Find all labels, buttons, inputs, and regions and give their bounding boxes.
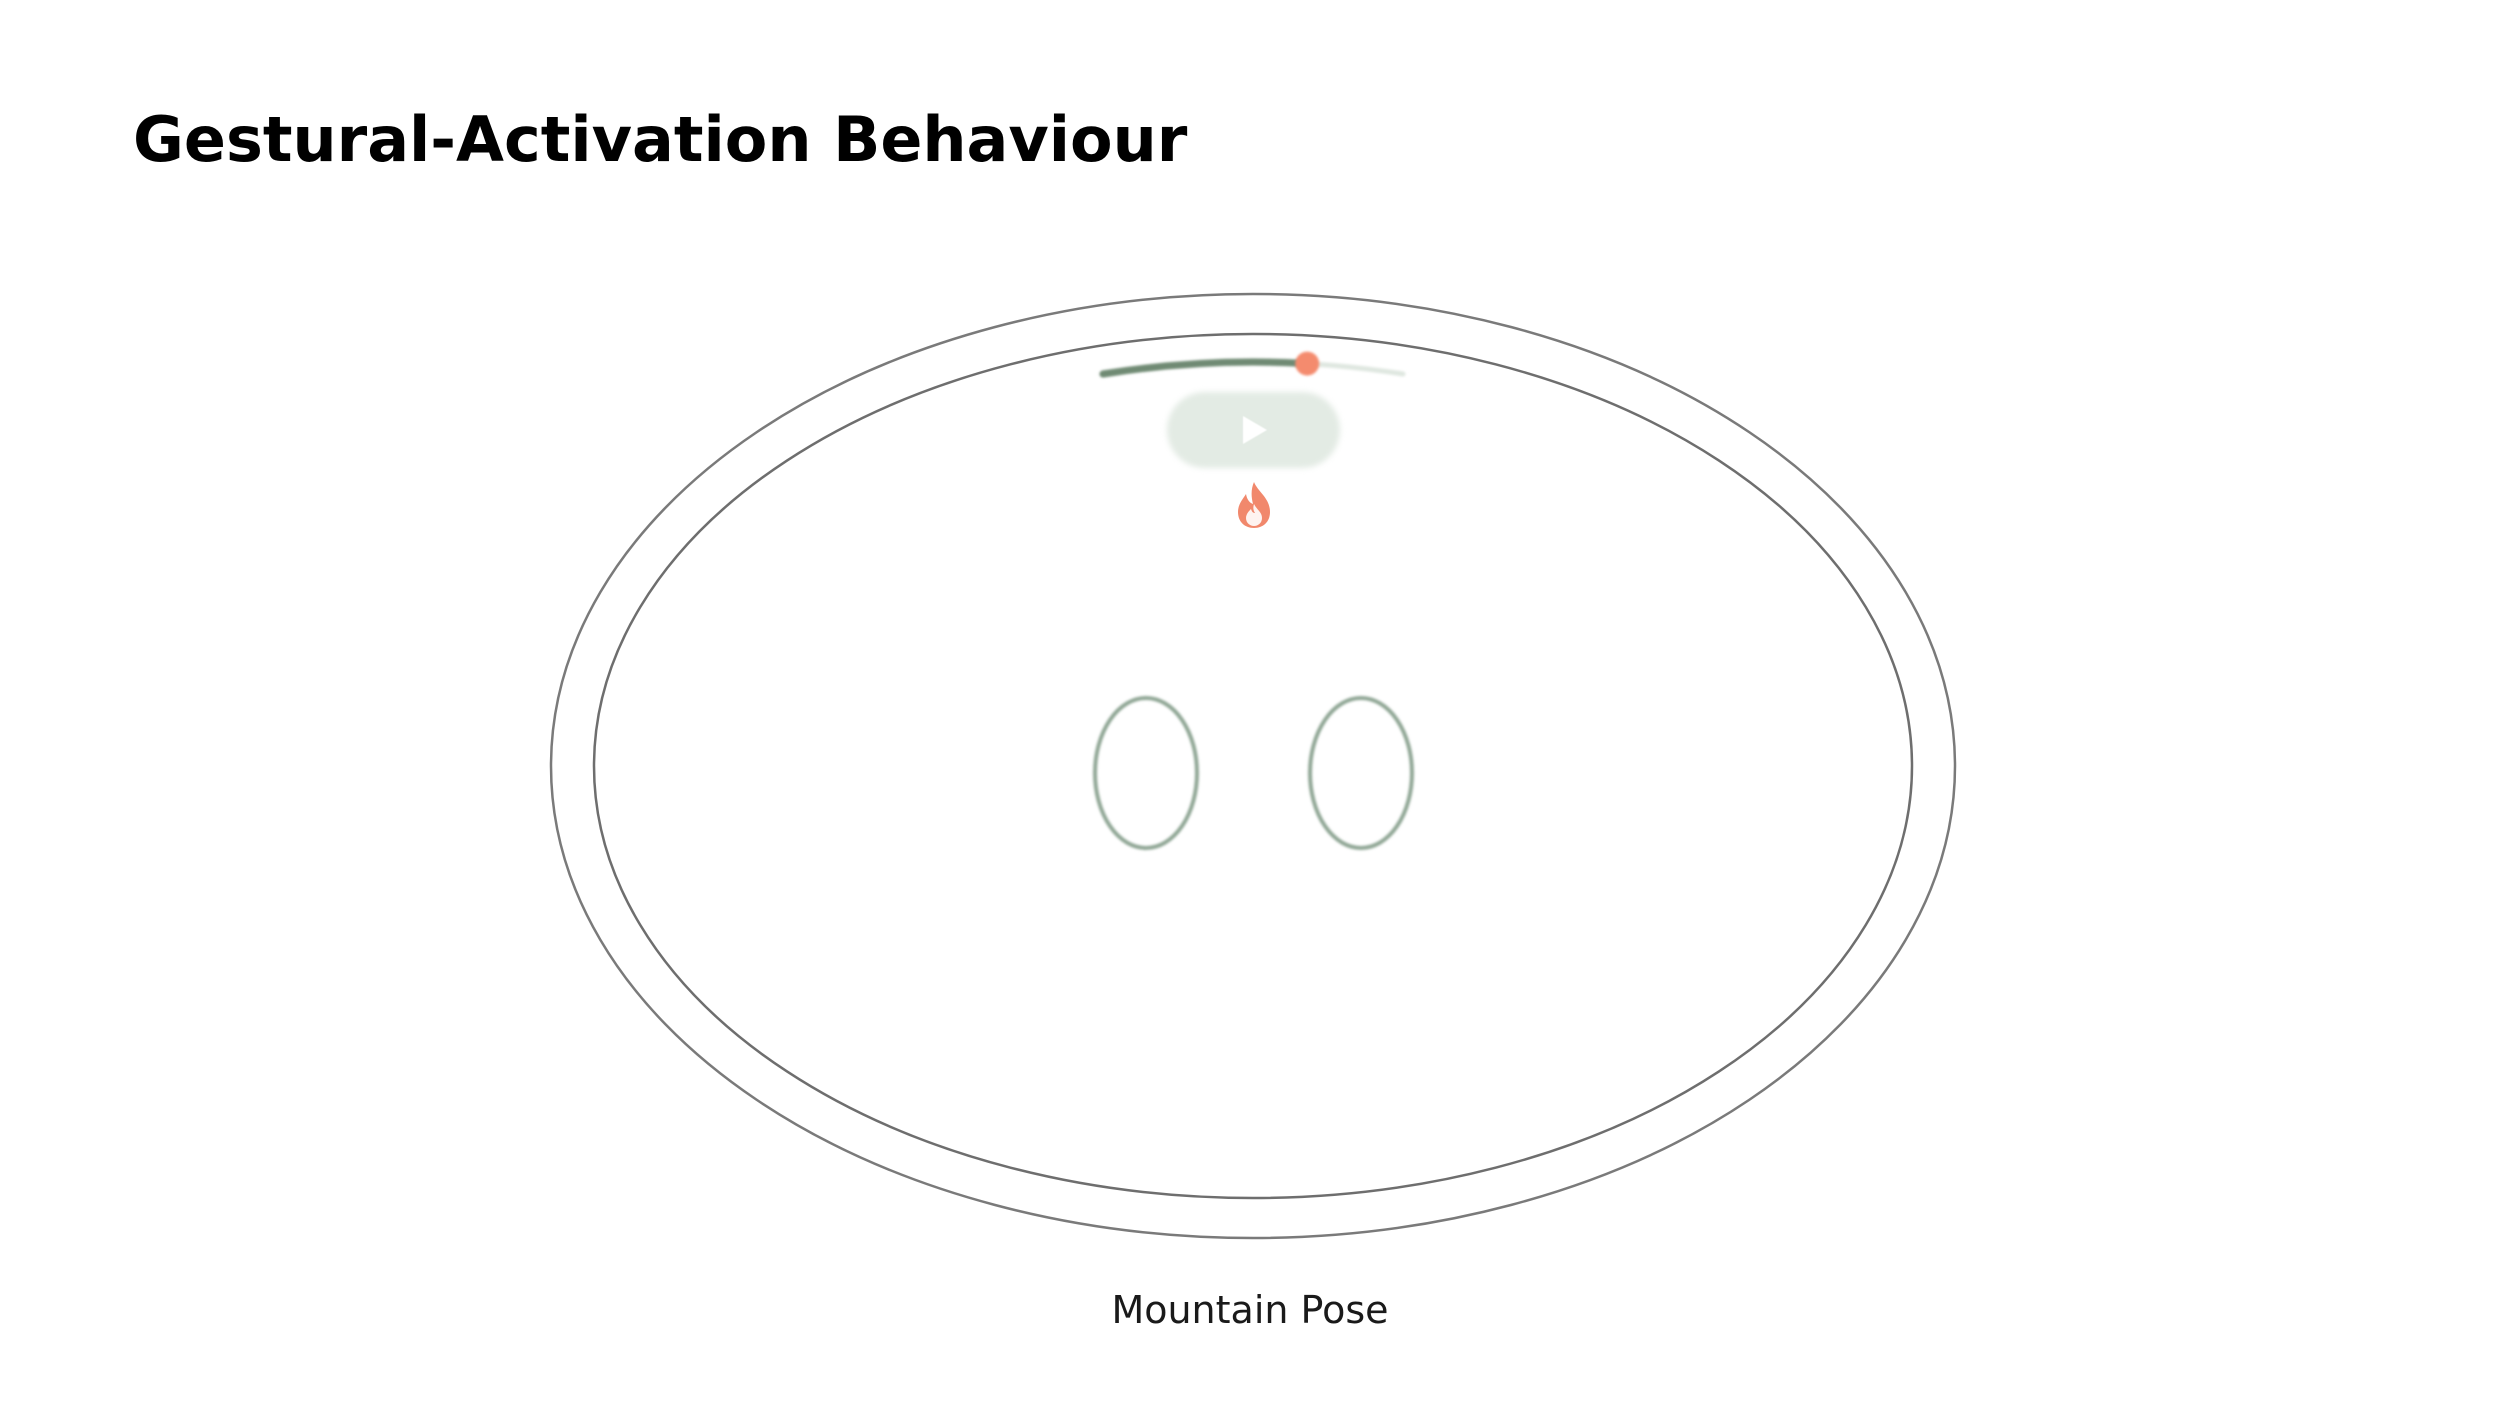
progress-fill — [1099, 358, 1407, 378]
device-screen-ring — [592, 332, 1914, 1200]
flame-icon — [1238, 482, 1270, 528]
right-eye — [1308, 696, 1414, 850]
device-outer-ring — [549, 292, 1957, 1240]
progress-thumb[interactable] — [1295, 351, 1320, 376]
play-icon — [1243, 416, 1267, 444]
page-title: Gestural-Activation Behaviour — [133, 103, 1188, 176]
left-eye — [1093, 696, 1199, 850]
pose-caption: Mountain Pose — [1111, 1288, 1389, 1332]
